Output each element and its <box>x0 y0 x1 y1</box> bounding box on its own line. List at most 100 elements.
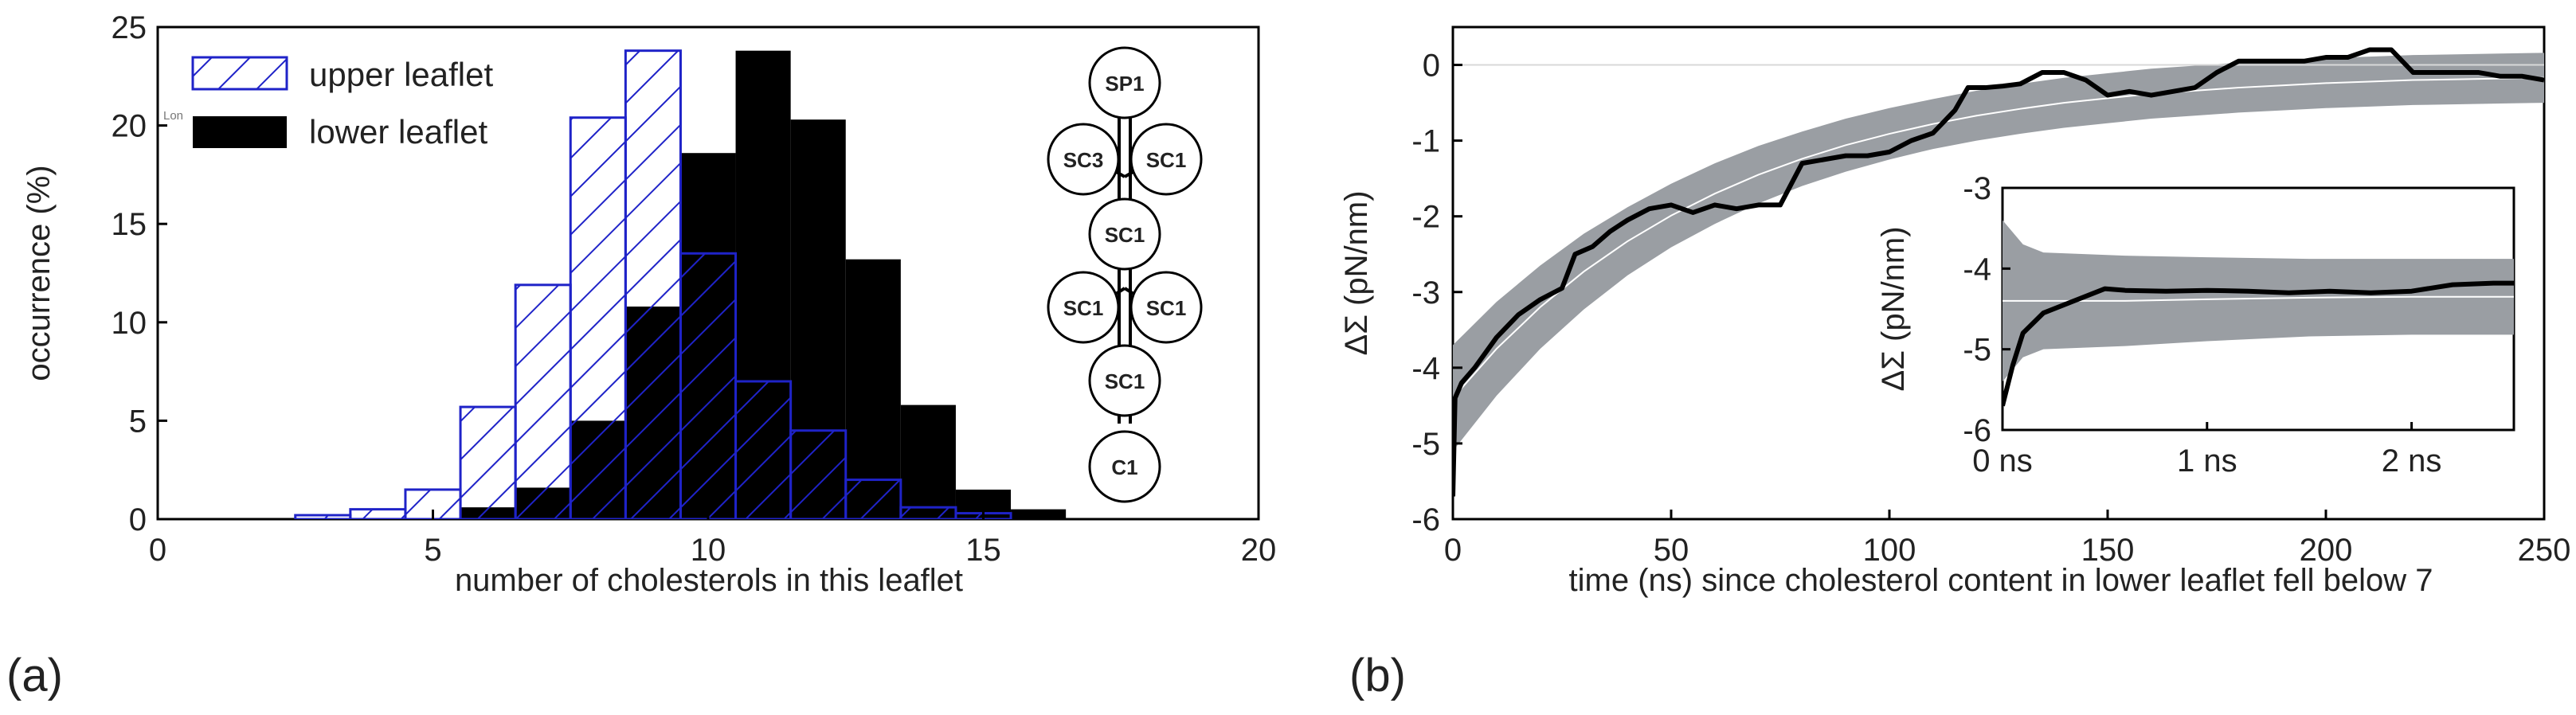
bar-lower-14 <box>900 404 956 519</box>
bead-sc1: SC1 <box>1129 123 1203 196</box>
x-tick-label-a: 15 <box>965 533 1001 568</box>
y-tick-label-a: 0 <box>129 502 147 537</box>
bead-label: C1 <box>1111 455 1137 479</box>
bead-sp1: SP1 <box>1088 46 1161 119</box>
bar-upper-4 <box>349 508 407 519</box>
inset-y-tick-label: -6 <box>1963 413 1991 448</box>
bead-circle <box>1088 430 1161 503</box>
x-axis-label-b: time (ns) since cholesterol content in l… <box>1569 563 2433 598</box>
bead-sc1: SC1 <box>1129 271 1203 344</box>
data-line <box>1453 47 2544 497</box>
inset-fit-line <box>2002 295 2514 302</box>
bead-label: SC3 <box>1063 148 1104 172</box>
bar-upper-10 <box>679 252 738 519</box>
inset-plot: 0 ns 1 ns 2 ns -6 -5 -4 -3 <box>1963 171 2515 479</box>
bead-sc1: SC1 <box>1088 344 1161 417</box>
y-tick-label-b: -6 <box>1411 502 1440 537</box>
bead-circle <box>1047 123 1120 196</box>
y-tick-label-a: 5 <box>129 404 147 439</box>
x-tick-label-a: 5 <box>424 533 441 568</box>
tension-plot-area <box>1453 47 2544 497</box>
bead-circle <box>1088 46 1161 119</box>
inset-confidence-band <box>2002 220 2514 382</box>
bead-label: SC1 <box>1063 296 1104 320</box>
legend-label-lower: lower leaflet <box>309 113 487 150</box>
bar-upper-11 <box>734 380 793 519</box>
inset-x-tick-label: 1 ns <box>2177 443 2237 479</box>
x-tick-label-b: 200 <box>2300 533 2353 568</box>
x-tick-label-b: 0 <box>1444 533 1462 568</box>
y-tick-label-a: 10 <box>112 306 147 341</box>
histogram-panel: 0 5 10 15 20 0 5 10 15 20 25 upper leaflet lower l… <box>112 10 1277 568</box>
bead-circle <box>1129 271 1203 344</box>
fit-line <box>1453 76 2544 399</box>
legend-swatch-lower <box>193 116 287 148</box>
histogram-bars <box>294 49 1067 519</box>
legend-label-upper: upper leaflet <box>309 56 493 93</box>
bead-c1: C1 <box>1088 430 1161 503</box>
y-tick-label-b: -5 <box>1411 427 1440 462</box>
bar-lower-13 <box>845 259 901 519</box>
bar-upper-9 <box>624 49 682 519</box>
y-tick-label-b: 0 <box>1423 49 1440 84</box>
inset-data-line <box>2002 280 2514 407</box>
panel-label-b: (b) <box>1349 650 1406 701</box>
inset-y-tick-label: -5 <box>1963 333 1991 368</box>
inset-y-tick-label: -3 <box>1963 171 1991 206</box>
x-tick-label-b: 50 <box>1654 533 1689 568</box>
y-tick-label-a: 15 <box>112 207 147 242</box>
inset-x-tick-label: 0 ns <box>1972 443 2033 479</box>
legend-swatch-upper <box>191 56 288 91</box>
bar-upper-14 <box>899 506 957 519</box>
bar-upper-12 <box>789 429 848 519</box>
y-tick-label-b: -2 <box>1411 200 1440 235</box>
bead-circle <box>1088 197 1161 271</box>
x-axis-label-a: number of cholesterols in this leaflet <box>455 563 963 598</box>
bar-lower-16 <box>1011 509 1067 519</box>
y-tick-label-b: -4 <box>1411 351 1440 386</box>
bar-upper-3 <box>294 514 352 519</box>
panel-label-a: (a) <box>6 650 63 701</box>
legend-item-lower: lower leaflet <box>193 113 487 150</box>
legend-a: upper leaflet lower leaflet Lon <box>163 56 493 150</box>
tension-panel: 0 50 100 150 200 250 -6 -5 -4 -3 -2 -1 0 0 ns 1 ns 2 n… <box>1411 25 2570 568</box>
bead-label: SC1 <box>1146 148 1187 172</box>
bead-sc1: SC1 <box>1047 271 1120 344</box>
bar-upper-7 <box>514 283 572 519</box>
x-tick-label-a: 10 <box>691 533 726 568</box>
bead-label: SC1 <box>1105 369 1145 393</box>
bar-upper-13 <box>844 479 902 519</box>
y-tick-label-b: -1 <box>1411 124 1440 159</box>
inset-plot-area <box>2002 220 2514 407</box>
y-axis-label-a: occurrence (%) <box>22 165 57 381</box>
y-tick-label-b: -3 <box>1411 275 1440 311</box>
bead-circle <box>1129 123 1203 196</box>
legend-item-upper: upper leaflet <box>191 56 493 93</box>
confidence-band <box>1453 53 2544 451</box>
bar-upper-8 <box>569 116 627 519</box>
cholesterol-model-diagram: SP1 SC3 SC1 SC1 SC1 SC1 SC1 C1 <box>1047 46 1203 503</box>
bead-label: SC1 <box>1146 296 1187 320</box>
axis-ticks-b: 0 50 100 150 200 250 -6 -5 -4 -3 -2 -1 0 <box>1411 49 2570 568</box>
bead-label: SP1 <box>1105 72 1144 96</box>
y-tick-label-a: 25 <box>112 10 147 45</box>
bar-upper-6 <box>459 405 517 519</box>
x-tick-label-a: 0 <box>149 533 166 568</box>
inset-y-tick-label: -4 <box>1963 252 1991 287</box>
faint-text: Lon <box>163 109 183 123</box>
inset-axis-ticks: 0 ns 1 ns 2 ns -6 -5 -4 -3 <box>1963 171 2441 479</box>
inset-y-axis-label: ΔΣ (pN/nm) <box>1876 226 1911 391</box>
bead-sc3: SC3 <box>1047 123 1120 196</box>
x-tick-label-b: 250 <box>2518 533 2571 568</box>
x-tick-label-b: 100 <box>1863 533 1916 568</box>
axis-ticks-a: 0 5 10 15 20 0 5 10 15 20 25 <box>112 10 1277 568</box>
x-tick-label-a: 20 <box>1241 533 1277 568</box>
bead-circle <box>1047 271 1120 344</box>
y-axis-label-b: ΔΣ (pN/nm) <box>1339 190 1374 355</box>
bead-circle <box>1088 344 1161 417</box>
y-tick-label-a: 20 <box>112 109 147 144</box>
inset-x-tick-label: 2 ns <box>2382 443 2442 479</box>
bead-label: SC1 <box>1105 223 1145 247</box>
bead-sc1: SC1 <box>1088 197 1161 271</box>
